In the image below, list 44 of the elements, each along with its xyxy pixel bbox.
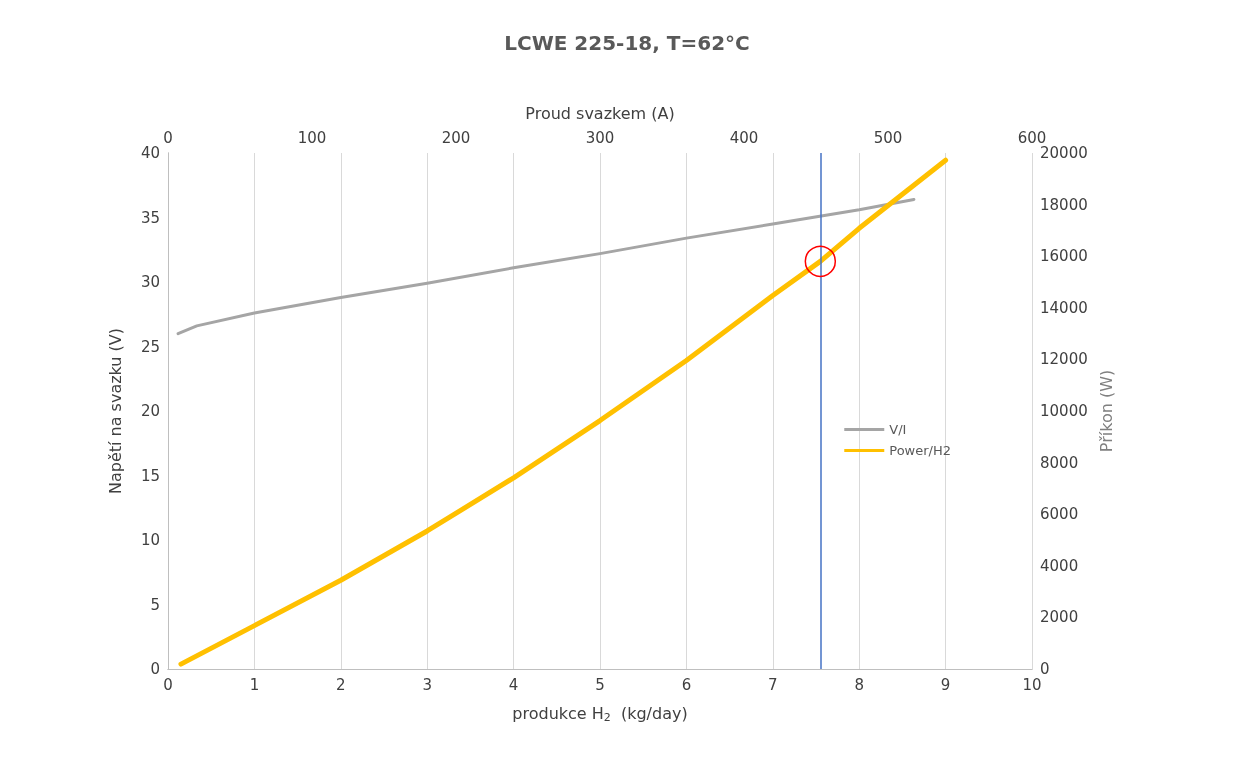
x2-tick-label: 100: [297, 128, 327, 147]
x-tick-label: 3: [422, 675, 432, 694]
x-tick-label: 8: [854, 675, 864, 694]
y2-tick-label: 4000: [1040, 556, 1079, 575]
y-tick-label: 15: [140, 466, 160, 485]
y2-tick-label: 10000: [1040, 402, 1088, 420]
x-tick-label: 4: [508, 675, 519, 694]
x2-tick-label: 500: [873, 128, 903, 147]
x-tick-label: 6: [681, 675, 692, 694]
y2-tick-label: 12000: [1040, 350, 1088, 369]
y-tick-label: 10: [140, 531, 160, 549]
x-tick-label: 9: [940, 675, 951, 694]
y2-tick-label: 0: [1040, 660, 1050, 678]
y2-tick-label: 14000: [1040, 298, 1088, 317]
y-tick-label: 30: [140, 273, 160, 291]
y-tick-label: 40: [140, 144, 160, 162]
chart-title: LCWE 225-18, T=62°C: [504, 31, 750, 55]
x-tick-label: 7: [768, 675, 778, 694]
x-tick-label: 5: [595, 675, 605, 694]
y-tick-label: 25: [140, 337, 160, 356]
x2-tick-label: 400: [729, 128, 759, 147]
y-axis-title: Napětí na svazku (V): [105, 327, 125, 495]
y2-axis-title: Příkon (W): [1097, 369, 1117, 453]
y2-tick-label: 16000: [1040, 247, 1088, 266]
y-tick-label: 0: [150, 660, 160, 678]
y-tick-label: 5: [150, 595, 160, 614]
x2-tick-label: 600: [1017, 128, 1047, 147]
x2-tick-label: 200: [441, 128, 471, 147]
y2-tick-label: 6000: [1040, 505, 1079, 524]
x2-tick-label: 0: [163, 128, 173, 147]
y-tick-label: 20: [140, 402, 160, 420]
x2-tick-label: 300: [585, 128, 615, 147]
y-tick-label: 35: [140, 208, 160, 227]
y2-tick-label: 8000: [1040, 453, 1079, 472]
x-tick-label: 2: [336, 675, 346, 694]
y2-tick-label: 2000: [1040, 608, 1079, 627]
x-tick-label: 1: [249, 675, 260, 694]
x2-axis-title: Proud svazkem (A): [525, 103, 675, 123]
x-tick-label: 0: [163, 675, 173, 694]
y2-tick-label: 18000: [1040, 195, 1088, 214]
x-tick-label: 10: [1022, 675, 1042, 694]
legend-label: Power/H2: [889, 443, 951, 458]
y2-tick-label: 20000: [1040, 144, 1088, 162]
legend-label: V/I: [889, 422, 907, 437]
